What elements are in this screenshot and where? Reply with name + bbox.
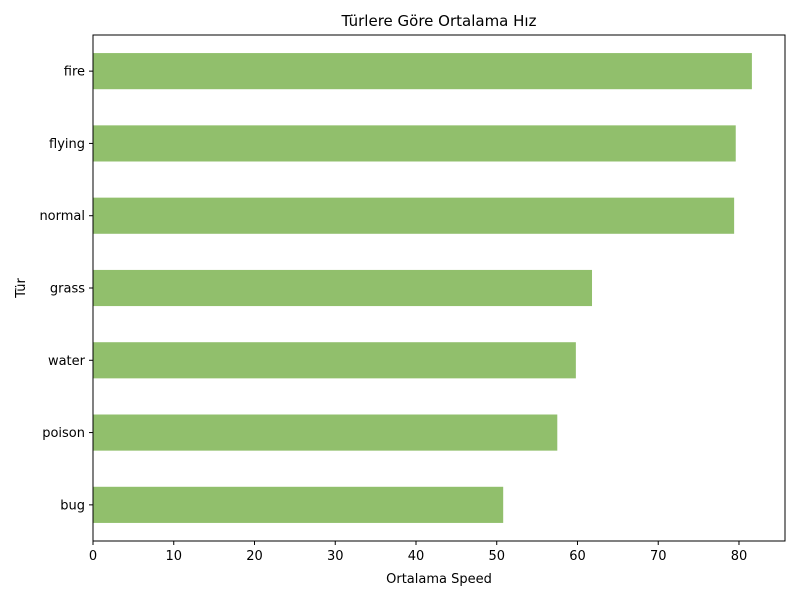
x-tick-label: 70 xyxy=(650,549,667,564)
bar-fire xyxy=(93,53,752,90)
bars-group xyxy=(93,53,752,523)
y-tick-label: poison xyxy=(42,426,85,441)
bar-grass xyxy=(93,269,593,307)
x-tick-label: 80 xyxy=(731,549,748,564)
bar-flying xyxy=(93,125,736,162)
x-tick-label: 40 xyxy=(408,549,425,564)
plot-frame xyxy=(92,34,786,542)
bar-bug xyxy=(93,486,504,523)
x-tick-label: 60 xyxy=(569,549,586,564)
bar-water xyxy=(93,342,576,379)
x-tick-label: 20 xyxy=(246,549,263,564)
bar-poison xyxy=(93,414,558,451)
y-axis-label: Tür xyxy=(14,277,29,298)
x-tick-label: 0 xyxy=(89,549,97,564)
y-tick-label: bug xyxy=(60,498,85,513)
x-tick-label: 10 xyxy=(165,549,182,564)
y-axis-ticks: fire flying normal grass water poison bug xyxy=(39,65,93,513)
x-axis-label: Ortalama Speed xyxy=(386,572,492,587)
bar-normal xyxy=(93,197,735,234)
y-tick-label: normal xyxy=(39,209,85,224)
y-tick-label: fire xyxy=(64,65,85,80)
y-tick-label: flying xyxy=(49,137,85,152)
y-tick-label: grass xyxy=(50,282,85,297)
x-tick-label: 30 xyxy=(327,549,344,564)
x-tick-label: 50 xyxy=(488,549,505,564)
y-tick-label: water xyxy=(48,354,86,369)
chart-title: Türlere Göre Ortalama Hız xyxy=(341,12,537,30)
x-axis-ticks: 0 10 20 30 40 50 60 70 80 xyxy=(89,541,747,564)
